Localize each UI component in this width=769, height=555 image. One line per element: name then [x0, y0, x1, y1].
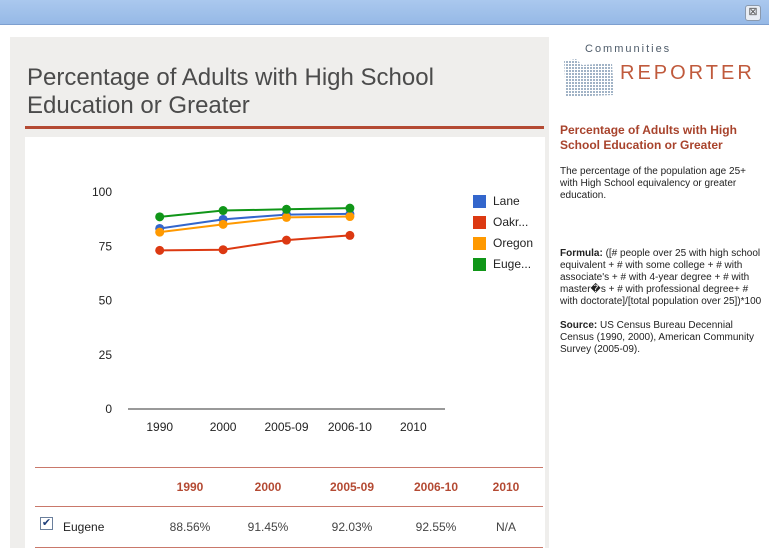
- sidebar-description: The percentage of the population age 25+…: [560, 166, 746, 201]
- cell-eugene-2005-09: 92.03%: [331, 520, 373, 534]
- cell-eugene-2006-10: 92.55%: [415, 520, 457, 534]
- sidebar-source: Source: US Census Bureau Decennial Censu…: [560, 320, 765, 356]
- eugene-checkbox[interactable]: ✔: [40, 517, 53, 530]
- page-title: Percentage of Adults with High School Ed…: [27, 64, 434, 119]
- data-point: [218, 206, 228, 216]
- data-point: [282, 204, 291, 214]
- logo-communities: Communities: [585, 43, 672, 55]
- sidebar-formula: Formula: ([# people over 25 with high sc…: [560, 248, 765, 308]
- chart-panel: Percentage of Adults with High School Ed…: [10, 37, 549, 555]
- info-sidebar: Communities REPORTER Percentage of Adult…: [560, 25, 769, 548]
- cell-eugene-1990: 88.56%: [169, 520, 211, 534]
- y-tick-label: 0: [105, 402, 112, 416]
- x-tick-label: 2006-10: [328, 420, 372, 434]
- x-tick-label: 2005-09: [264, 420, 308, 434]
- data-point: [155, 212, 165, 222]
- legend-label: Lane: [493, 194, 520, 208]
- col-header-2010: 2010: [492, 480, 520, 494]
- report-stage: Percentage of Adults with High School Ed…: [0, 25, 769, 555]
- legend-label: Euge...: [493, 257, 532, 271]
- close-icon[interactable]: ⊠: [745, 5, 761, 21]
- row-label-eugene: Eugene: [63, 520, 105, 534]
- col-header-1990: 1990: [176, 480, 204, 494]
- title-divider: [25, 126, 544, 129]
- x-tick-label: 2010: [400, 420, 427, 434]
- legend-swatch: [473, 258, 486, 271]
- formula-label: Formula:: [560, 248, 603, 259]
- source-label: Source:: [560, 320, 598, 331]
- y-tick-label: 50: [99, 294, 113, 308]
- window-titlebar: ⊠: [0, 0, 769, 25]
- chart-canvas: 0 25 50 75 100 1990 2000 2005-09 2006-10 2010: [92, 185, 445, 434]
- data-point: [345, 212, 355, 222]
- y-tick-label: 75: [99, 239, 113, 253]
- sidebar-title: Percentage of Adults with High School Ed…: [560, 123, 737, 152]
- logo-reporter: REPORTER: [620, 62, 755, 84]
- table-divider-top: [35, 467, 543, 468]
- cell-eugene-2000: 91.45%: [247, 520, 289, 534]
- data-point: [218, 219, 228, 229]
- oregon-map-logo: [564, 59, 614, 97]
- data-point: [155, 227, 165, 237]
- data-point: [218, 245, 228, 255]
- legend-swatch: [473, 216, 486, 229]
- legend-label: Oregon: [493, 236, 534, 250]
- legend-label: Oakr...: [493, 215, 529, 229]
- data-point: [282, 235, 291, 245]
- table-divider-mid: [35, 506, 543, 507]
- col-header-2006-10: 2006-10: [413, 480, 459, 494]
- data-point: [282, 212, 291, 222]
- cell-eugene-2010: N/A: [495, 520, 516, 534]
- data-point: [155, 245, 165, 255]
- data-table: 1990 2000 2005-09 2006-10 2010 ✔ Eugene …: [25, 467, 545, 555]
- x-tick-label: 1990: [146, 420, 173, 434]
- y-tick-label: 100: [92, 185, 112, 199]
- col-header-2000: 2000: [254, 480, 282, 494]
- series-line-3: [159, 207, 350, 218]
- x-tick-label: 2000: [210, 420, 237, 434]
- legend-swatch: [473, 195, 486, 208]
- series-line-1: [159, 234, 350, 252]
- legend-swatch: [473, 237, 486, 250]
- formula-text: ([# people over 25 with high school equi…: [560, 248, 762, 307]
- data-point: [345, 203, 355, 213]
- series-line-0: [159, 212, 350, 230]
- line-chart: 0 25 50 75 100 1990 2000 2005-09 2006-10 2010 Lan…: [25, 137, 545, 472]
- series-line-2: [159, 215, 350, 234]
- y-tick-label: 25: [99, 348, 113, 362]
- data-point: [345, 230, 355, 240]
- col-header-2005-09: 2005-09: [329, 480, 375, 494]
- source-text: US Census Bureau Decennial Census (1990,…: [560, 320, 754, 355]
